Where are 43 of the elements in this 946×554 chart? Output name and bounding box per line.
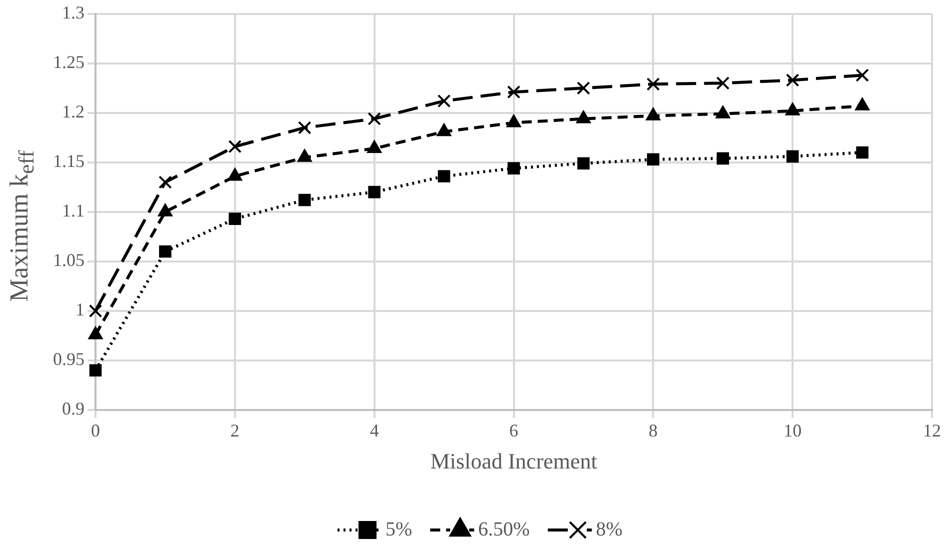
point — [228, 140, 242, 154]
point — [508, 162, 520, 174]
point — [228, 212, 242, 225]
x-axis-title: Misload Increment — [430, 448, 598, 474]
y-tick-label: 1.3 — [62, 2, 84, 23]
x-tick-label: 12 — [923, 420, 941, 441]
point — [437, 94, 451, 108]
y-tick-label: 1.15 — [53, 151, 84, 172]
y-tick-label: 0.9 — [62, 398, 84, 419]
x-tick-label: 2 — [230, 420, 240, 441]
point — [89, 364, 102, 377]
y-tick-label: 1.05 — [53, 250, 84, 270]
legend-label: 8% — [596, 518, 622, 540]
x-tick-label: 8 — [648, 420, 658, 441]
point — [576, 81, 590, 95]
legend-label: 6.50% — [478, 518, 530, 540]
point — [786, 74, 800, 87]
y-tick-label: 1.25 — [53, 52, 84, 72]
point — [716, 152, 730, 165]
point — [786, 150, 799, 163]
point — [298, 121, 312, 134]
y-tick-label: 1.1 — [62, 200, 84, 221]
point — [507, 85, 520, 99]
point — [158, 176, 172, 189]
point — [647, 153, 660, 166]
x-tick-label: 10 — [784, 420, 802, 441]
point — [159, 245, 172, 258]
point — [716, 76, 730, 90]
x-tick-label: 6 — [509, 420, 518, 441]
point — [368, 112, 381, 126]
legend-label: 5% — [386, 518, 412, 540]
point — [856, 68, 869, 82]
x-tick-label: 0 — [91, 420, 100, 441]
point — [577, 157, 590, 170]
point — [646, 77, 660, 91]
point — [368, 186, 380, 198]
x-tick-label: 4 — [370, 420, 379, 441]
point — [438, 170, 450, 182]
y-tick-label: 1 — [76, 300, 84, 320]
y-tick-label: 1.2 — [62, 102, 84, 122]
point — [298, 194, 311, 206]
point — [856, 146, 868, 159]
y-tick-label: 0.95 — [53, 349, 84, 370]
